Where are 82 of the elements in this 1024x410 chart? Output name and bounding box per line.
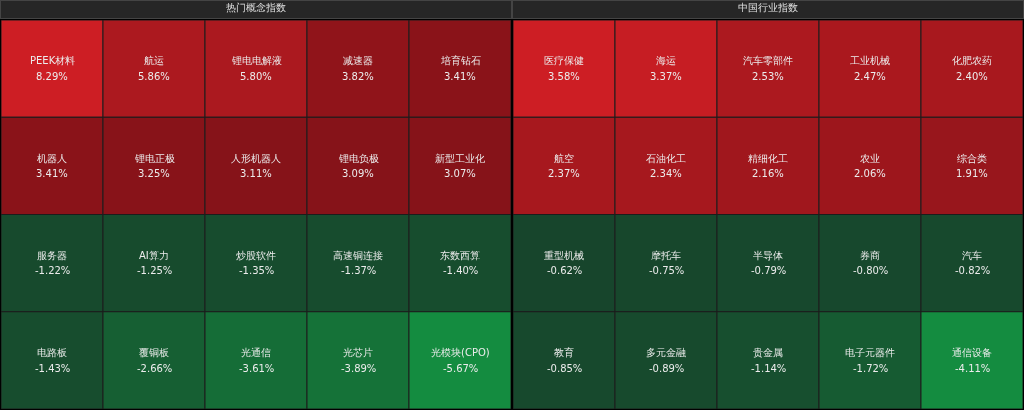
data-label: -1.14% [751, 363, 787, 374]
category-label: 高速铜连接 [333, 250, 383, 261]
category-label: 多元金融 [646, 347, 686, 358]
category-label: 培育钻石 [440, 55, 481, 66]
data-label: 3.37% [650, 71, 682, 82]
category-label: 贵金属 [753, 347, 783, 358]
category-label: 汽车 [962, 250, 982, 261]
data-label: -5.67% [443, 363, 479, 374]
data-label: -3.89% [341, 363, 377, 374]
data-label: -0.75% [649, 265, 685, 276]
data-label: -0.82% [955, 265, 991, 276]
category-label: 工业机械 [850, 55, 890, 66]
data-label: -0.89% [649, 363, 685, 374]
category-label: 东数西算 [440, 250, 480, 261]
category-label: 综合类 [957, 153, 987, 164]
category-label: AI算力 [139, 250, 169, 261]
category-label: 券商 [860, 250, 880, 261]
data-label: 2.37% [548, 168, 580, 179]
data-label: 3.41% [36, 168, 68, 179]
data-label: -1.35% [239, 265, 275, 276]
data-label: -0.85% [547, 363, 583, 374]
category-label: 航空 [554, 153, 574, 164]
category-label: 农业 [860, 153, 880, 164]
data-label: 5.86% [138, 71, 170, 82]
category-label: 服务器 [37, 250, 67, 261]
data-label: 3.11% [240, 168, 272, 179]
data-label: 1.91% [956, 168, 988, 179]
data-label: 2.53% [752, 71, 784, 82]
data-label: -4.11% [955, 363, 991, 374]
category-label: PEEK材料 [30, 55, 76, 66]
category-label: 通信设备 [952, 347, 992, 358]
category-label: 医疗保健 [544, 55, 584, 66]
category-label: 电子元器件 [845, 347, 895, 358]
data-label: 3.09% [342, 168, 374, 179]
data-label: -0.80% [853, 265, 889, 276]
data-label: 2.40% [956, 71, 988, 82]
data-label: 3.58% [548, 71, 580, 82]
data-label: 2.16% [752, 168, 784, 179]
data-label: 5.80% [240, 71, 272, 82]
category-label: 航运 [144, 55, 164, 66]
text: 中国行业指数 [512, 0, 1024, 19]
data-label: 3.25% [138, 168, 170, 179]
category-label: 光通信 [241, 347, 271, 358]
data-label: -1.40% [443, 265, 479, 276]
category-label: 新型工业化 [435, 153, 485, 164]
category-label: 汽车零部件 [743, 55, 793, 66]
data-label: -1.37% [341, 265, 377, 276]
data-label: -3.61% [239, 363, 275, 374]
category-label: 光芯片 [343, 347, 373, 358]
category-label: 电路板 [37, 347, 67, 358]
data-label: -0.62% [547, 265, 583, 276]
category-label: 光模块(CPO) [431, 347, 490, 358]
data-label: -1.72% [853, 363, 889, 374]
category-label: 教育 [554, 347, 574, 358]
text: 热门概念指数 [0, 0, 512, 19]
category-label: 覆铜板 [139, 347, 169, 358]
data-label: 8.29% [36, 71, 68, 82]
category-label: 精细化工 [748, 153, 788, 164]
category-label: 半导体 [753, 250, 783, 261]
category-label: 锂电负极 [338, 153, 379, 164]
data-label: 2.06% [854, 168, 886, 179]
data-label: 2.34% [650, 168, 682, 179]
category-label: 海运 [656, 55, 676, 66]
category-label: 摩托车 [651, 250, 681, 261]
data-label: 3.82% [342, 71, 374, 82]
data-label: -1.43% [35, 363, 71, 374]
data-label: -0.79% [751, 265, 787, 276]
data-label: -1.22% [35, 265, 71, 276]
data-label: -2.66% [137, 363, 173, 374]
data-label: 3.07% [444, 168, 476, 179]
category-label: 化肥农药 [952, 55, 992, 66]
data-label: -1.25% [137, 265, 173, 276]
category-label: 锂电电解液 [231, 55, 282, 66]
category-label: 减速器 [343, 55, 373, 66]
category-label: 机器人 [37, 153, 67, 164]
category-label: 炒股软件 [236, 250, 276, 261]
category-label: 重型机械 [544, 250, 584, 261]
category-label: 石油化工 [646, 153, 686, 164]
data-label: 2.47% [854, 71, 886, 82]
category-label: 人形机器人 [231, 153, 281, 164]
data-label: 3.41% [444, 71, 476, 82]
category-label: 锂电正极 [134, 153, 175, 164]
